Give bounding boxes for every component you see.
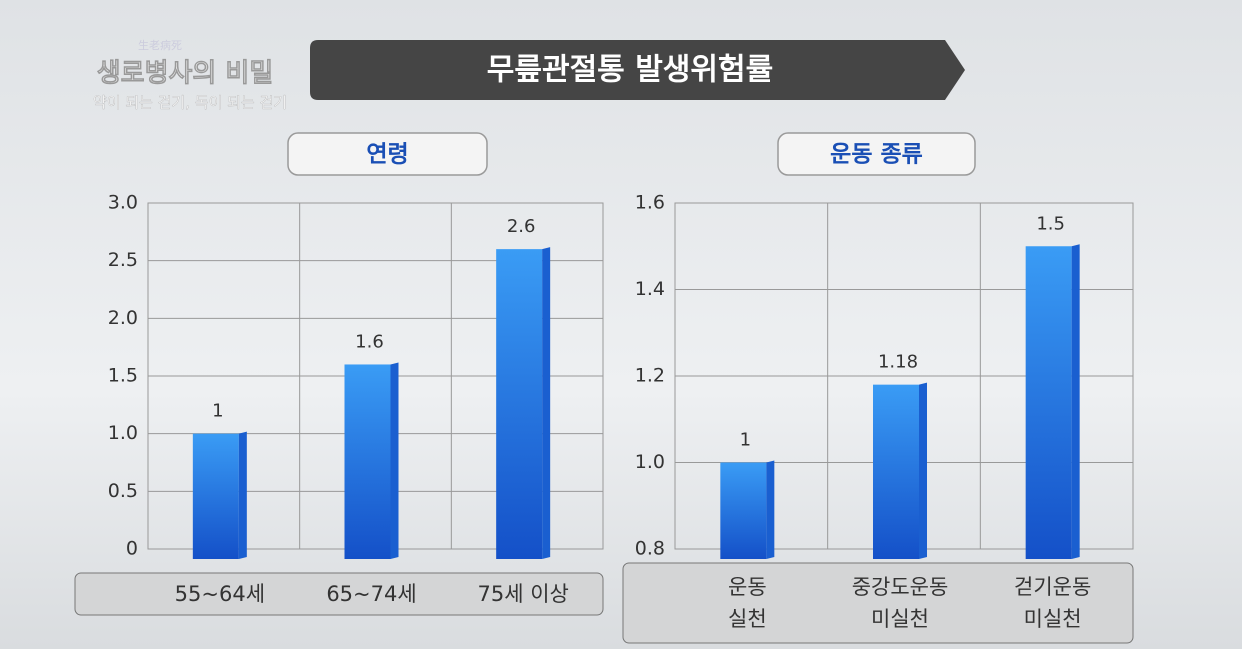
x-tick-label: 운동 실천: [728, 575, 767, 631]
value-label: 1.18: [878, 352, 918, 373]
value-label: 1: [740, 430, 751, 451]
logo-title: 생로병사의 비밀: [97, 59, 274, 89]
chart-title: 운동 종류: [830, 142, 923, 168]
category-band: [622, 562, 1134, 644]
banner-title: 무릎관절통 발생위험률: [487, 53, 773, 88]
x-tick-label: 55~64세: [174, 582, 266, 606]
section-pill: [287, 132, 488, 176]
chart-title: 연령: [366, 142, 408, 168]
value-label: 2.6: [507, 216, 536, 237]
x-tick-label: 걷기운동 미실천: [1014, 575, 1092, 631]
x-tick-label: 중강도운동 미실천: [851, 575, 949, 631]
value-label: 1.6: [355, 331, 384, 352]
value-label: 1.5: [1036, 213, 1065, 234]
y-tick-label: 1.2: [635, 365, 665, 387]
bar-side: [542, 247, 551, 559]
bar-side: [390, 362, 399, 559]
category-band: [74, 572, 604, 616]
banner-bg: [310, 40, 965, 100]
y-tick-label: 2.5: [108, 249, 138, 271]
bar: [192, 433, 239, 559]
bar-side: [1071, 244, 1080, 559]
y-tick-label: 2.0: [108, 307, 138, 329]
logo-hanja: 生老病死: [138, 38, 182, 52]
logo-subtitle: 약이 되는 걷기, 독이 되는 걷기: [93, 94, 287, 112]
y-tick-label: 1.0: [108, 422, 138, 444]
x-tick-label: 65~74세: [326, 582, 417, 606]
bar: [496, 249, 543, 559]
bar-side: [238, 431, 247, 559]
value-label: 1: [212, 401, 223, 422]
y-tick-label: 0.8: [635, 538, 665, 560]
bar: [720, 462, 767, 559]
y-tick-label: 0.5: [108, 480, 138, 502]
section-pill: [777, 132, 976, 176]
bar-side: [766, 460, 775, 559]
bar: [873, 384, 919, 559]
bar-side: [919, 382, 927, 559]
x-tick-label: 75세 이상: [477, 582, 569, 606]
y-tick-label: 1.4: [635, 278, 665, 300]
y-tick-label: 1.0: [635, 451, 665, 473]
y-tick-label: 0: [126, 538, 138, 560]
y-tick-label: 1.6: [635, 192, 665, 214]
bar: [1025, 246, 1072, 559]
y-tick-label: 1.5: [108, 365, 138, 387]
y-tick-label: 3.0: [108, 192, 138, 214]
bar: [344, 364, 391, 559]
